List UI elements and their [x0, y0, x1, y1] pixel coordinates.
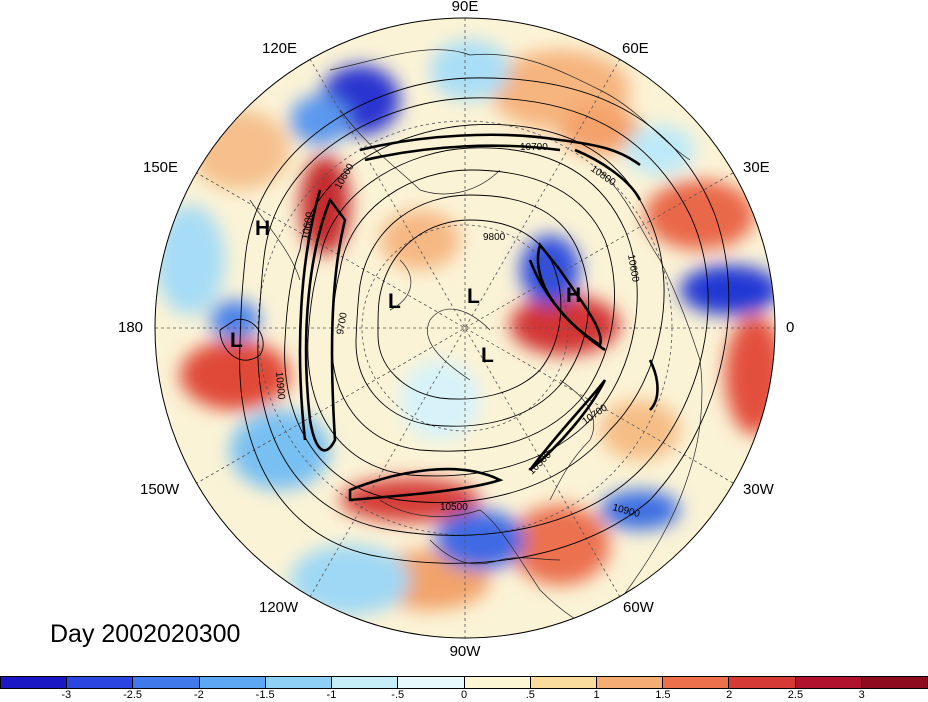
colorbar-swatch [332, 677, 399, 688]
colorbar-swatch [530, 677, 597, 688]
contour-label: 10900 [273, 371, 286, 400]
colorbar-tick-label: 0 [460, 689, 468, 701]
colorbar-tick-label: -2 [193, 689, 204, 701]
longitude-label-30w: 30W [743, 481, 774, 498]
colorbar-tick-label: -1.5 [255, 689, 275, 701]
colorbar-swatch [265, 677, 333, 688]
low-pressure-marker: L [230, 329, 243, 352]
colorbar-tick-label: 2.5 [787, 689, 804, 701]
colorbar-swatch [663, 677, 730, 688]
colorbar-swatch [1, 677, 68, 688]
colorbar-swatch [67, 677, 134, 688]
low-pressure-marker: L [481, 344, 494, 367]
contour-label: 9700 [335, 311, 350, 335]
colorbar-swatch [133, 677, 200, 688]
high-pressure-marker: H [255, 217, 270, 240]
high-pressure-marker: H [566, 284, 581, 307]
longitude-label-60w: 60W [623, 599, 654, 616]
contour-label: 10600 [625, 254, 641, 284]
colorbar-tick-label: .5 [525, 689, 535, 701]
longitude-label-90e: 90E [451, 0, 479, 15]
colorbar-tick-label: 1 [593, 689, 600, 701]
longitude-label-180: 180 [118, 319, 144, 336]
colorbar-swatch [729, 677, 796, 688]
colorbar [0, 676, 928, 689]
colorbar-tick-label: 3 [858, 689, 865, 701]
colorbar-tick-label: -2.5 [123, 689, 143, 701]
colorbar-tick-label: -1 [326, 689, 337, 701]
contour-label: 9800 [483, 232, 506, 243]
longitude-label-30e: 30E [743, 159, 770, 176]
longitude-label-120e: 120E [262, 40, 298, 57]
longitude-label-90w: 90W [449, 643, 481, 660]
height-contours [219, 77, 730, 564]
longitude-label-60e: 60E [622, 40, 649, 57]
colorbar-tick-label: 2 [726, 689, 733, 701]
low-pressure-marker: L [467, 285, 480, 308]
colorbar-swatch [464, 677, 531, 688]
colorbar-swatch [795, 677, 862, 688]
contour-label: 10700 [520, 142, 548, 153]
colorbar-tick-label: 1.5 [655, 689, 671, 701]
longitude-label-0: 0 [786, 319, 795, 336]
colorbar-swatch [861, 677, 928, 688]
longitude-label-150w: 150W [140, 481, 180, 498]
longitude-label-120w: 120W [259, 599, 299, 616]
colorbar-tick-label: -.5 [391, 689, 405, 701]
low-pressure-marker: L [388, 290, 401, 313]
map-border [154, 17, 776, 639]
colorbar-tick-label: -3 [61, 689, 72, 701]
jet-contours [298, 133, 659, 502]
map-title: Day 2002020300 [50, 620, 241, 648]
colorbar-swatch [199, 677, 266, 688]
contour-label: 10600 [300, 211, 316, 241]
colorbar-swatch [596, 677, 664, 688]
longitude-label-150e: 150E [143, 159, 179, 176]
colorbar-swatch [398, 677, 465, 688]
contour-label: 10500 [440, 502, 468, 513]
